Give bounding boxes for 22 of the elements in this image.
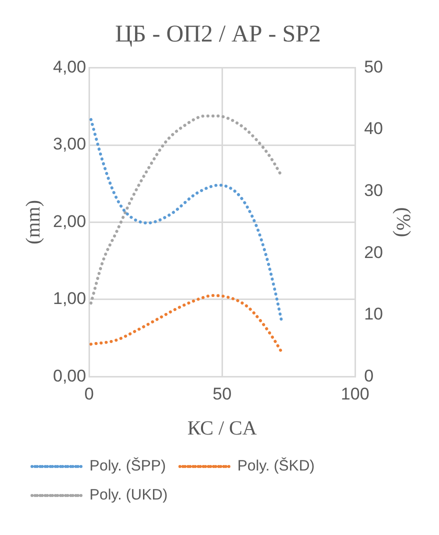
y-tick-label: 3,00 [52,134,86,154]
y-tick-label: 2,00 [52,212,86,231]
y-tick-label: 1,00 [52,289,86,308]
y-tick-label: 0,00 [52,366,86,386]
legend-label: Poly. (UKD) [90,486,168,504]
legend-label: Poly. (ŠPP) [90,456,166,475]
y-axis-title: (mm) [22,200,44,244]
legend-label: Poly. (ŠKD) [237,456,315,475]
x-tick-label: 0 [84,384,94,404]
y2-tick-label: 0 [364,366,374,386]
y2-tick-label: 30 [364,181,384,200]
y2-tick-label: 40 [364,119,384,138]
line-series [89,294,282,352]
x-tick-label: 100 [340,384,370,404]
x-tick-label: 50 [212,384,232,404]
y2-axis-title: (%) [392,207,414,238]
y2-tick-label: 20 [364,242,384,262]
chart-title: ЦБ - ОП2 / АР - SP2 [115,22,321,48]
y2-tick-label: 10 [364,304,384,324]
y-tick-label: 4,00 [52,57,86,76]
x-axis-title: КС / CA [187,417,258,440]
y2-tick-label: 50 [364,57,384,76]
